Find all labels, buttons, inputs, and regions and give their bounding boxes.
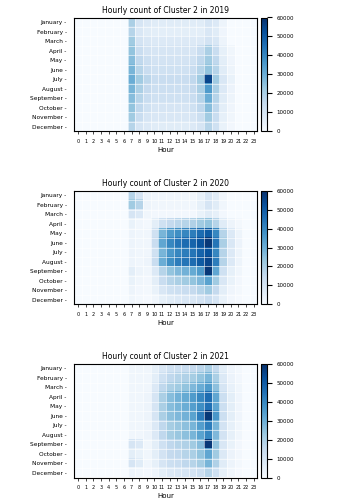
X-axis label: Hour: Hour [158,493,174,499]
X-axis label: Hour: Hour [158,147,174,153]
X-axis label: Hour: Hour [158,320,174,326]
Title: Hourly count of Cluster 2 in 2019: Hourly count of Cluster 2 in 2019 [102,6,230,16]
Title: Hourly count of Cluster 2 in 2021: Hourly count of Cluster 2 in 2021 [102,352,230,362]
Title: Hourly count of Cluster 2 in 2020: Hourly count of Cluster 2 in 2020 [102,180,230,188]
